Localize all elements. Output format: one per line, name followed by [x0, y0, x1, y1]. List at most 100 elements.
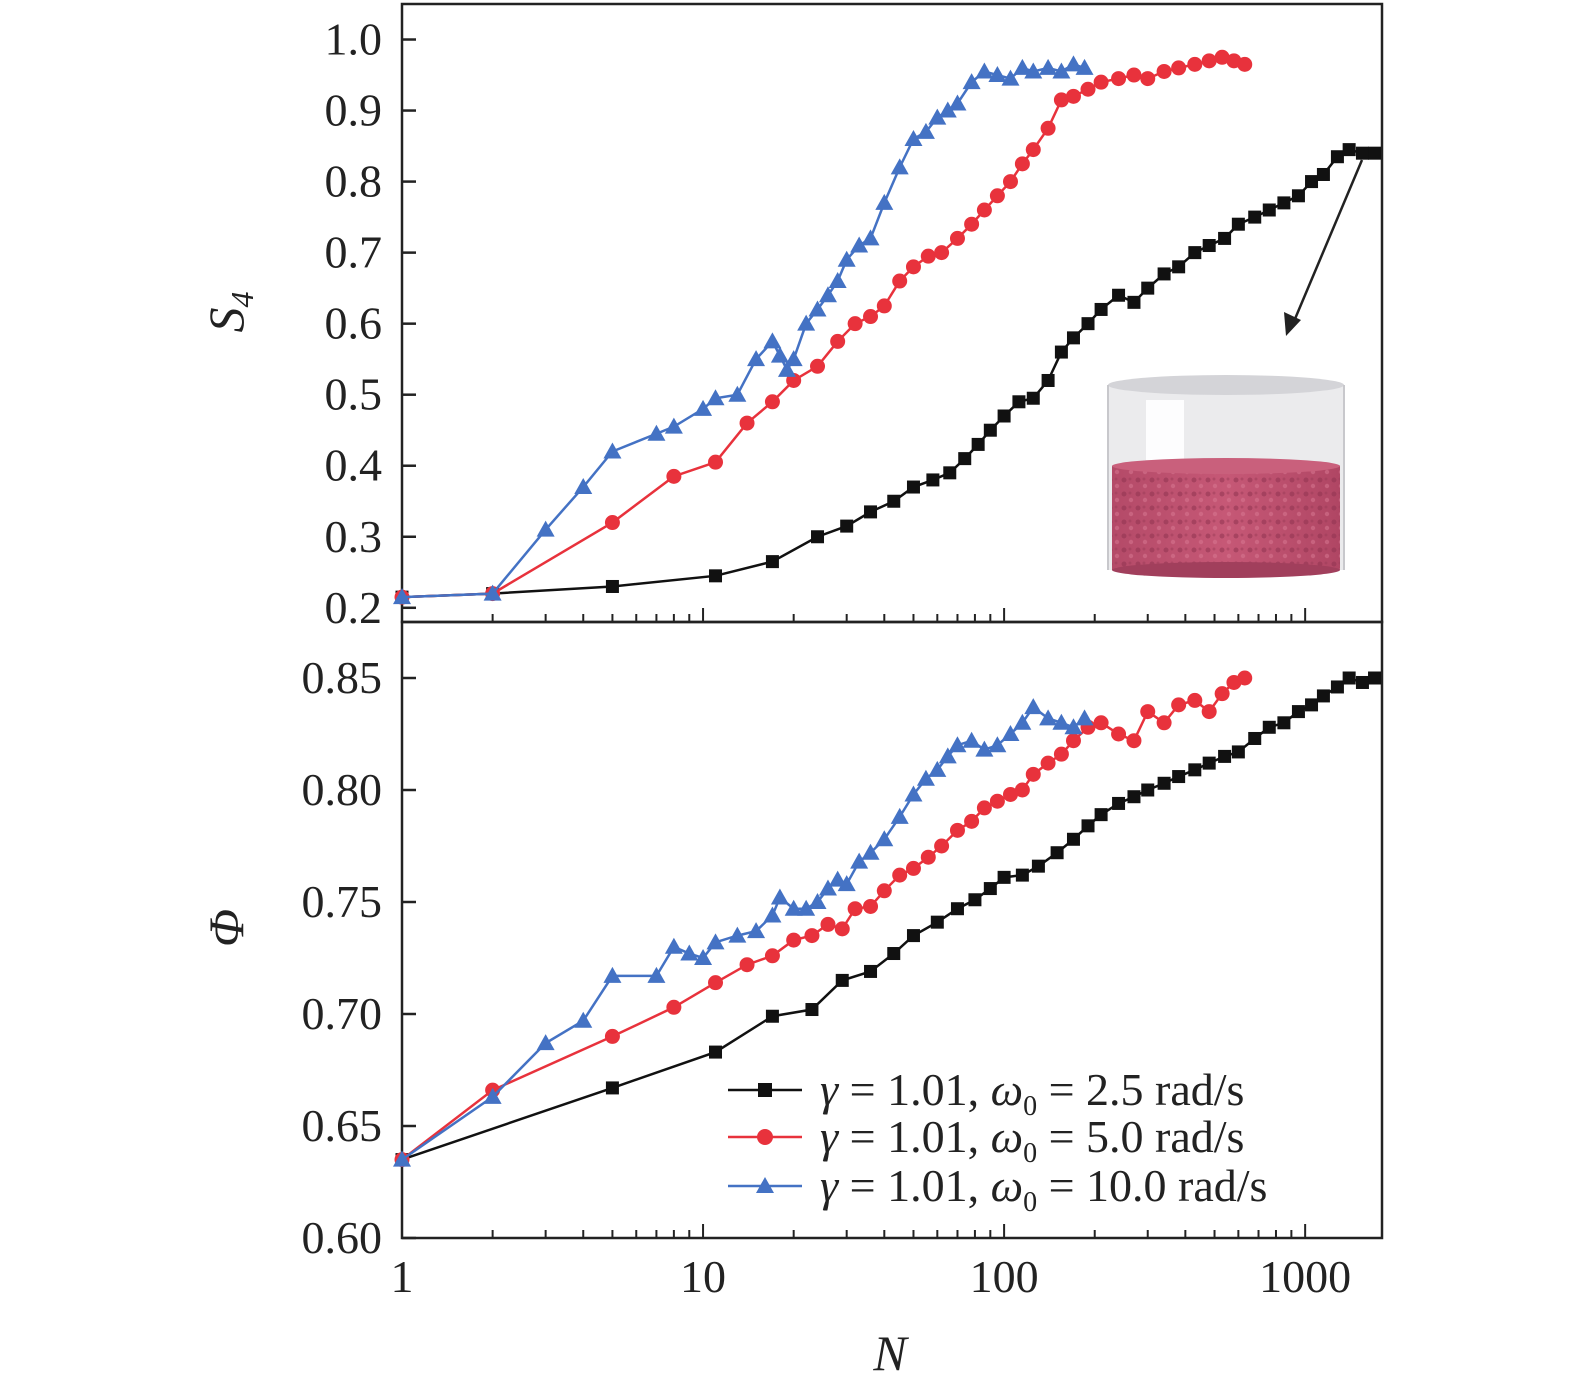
data-point	[709, 569, 723, 583]
x-axis-label: N	[872, 1325, 909, 1381]
data-point	[1187, 692, 1203, 708]
svg-text:γ = 1.01, ω0 = 10.0 rad/s: γ = 1.01, ω0 = 10.0 rad/s	[820, 1160, 1267, 1218]
data-point	[1248, 210, 1262, 224]
data-point	[765, 555, 779, 569]
data-point	[1140, 71, 1156, 87]
data-point	[938, 101, 957, 118]
data-point	[393, 1150, 411, 1167]
data-point	[536, 520, 555, 537]
data-point	[1081, 317, 1095, 331]
data-point	[1031, 859, 1045, 873]
data-point	[1188, 763, 1202, 777]
data-point	[1172, 260, 1186, 274]
data-point	[1075, 709, 1094, 726]
data-point	[830, 333, 846, 349]
series-triangle	[393, 698, 1094, 1167]
data-point	[975, 62, 994, 79]
data-point	[1024, 62, 1043, 79]
data-point	[983, 423, 997, 437]
data-point	[574, 1011, 593, 1028]
data-point	[850, 852, 869, 869]
data-point	[916, 122, 935, 139]
y-tick-label: 0.9	[325, 85, 383, 136]
legend: γ = 1.01, ω0 = 2.5 rad/s γ = 1.01, ω0 = …	[728, 1064, 1267, 1218]
bottom-axes: 0.60 0.65 0.70 0.75 0.80 0.85 1 10 100 1000	[302, 652, 1352, 1302]
data-point	[837, 250, 856, 267]
data-point	[1231, 745, 1245, 759]
data-point	[906, 929, 920, 943]
data-point	[764, 394, 780, 410]
data-point	[1093, 74, 1109, 90]
data-point	[483, 584, 502, 601]
data-point	[930, 915, 944, 929]
data-point	[603, 442, 622, 459]
data-point	[928, 108, 947, 125]
data-point	[1112, 796, 1126, 810]
data-point	[1025, 142, 1041, 158]
data-point	[861, 229, 880, 246]
y-tick-label: 0.7	[325, 227, 383, 278]
bottom-series-layer	[393, 670, 1382, 1168]
data-point	[763, 906, 782, 923]
data-point	[906, 480, 920, 494]
data-point	[804, 928, 820, 944]
data-point	[1013, 713, 1032, 730]
data-point	[926, 473, 940, 487]
data-point	[1127, 790, 1141, 804]
data-point	[1094, 808, 1108, 822]
data-point	[1156, 63, 1172, 79]
y-tick-label: 0.2	[325, 582, 383, 633]
data-point	[680, 944, 699, 961]
data-point	[887, 947, 901, 961]
data-point	[1305, 175, 1319, 189]
data-point	[875, 830, 894, 847]
data-point	[934, 245, 950, 261]
data-point	[975, 740, 994, 757]
data-point	[664, 937, 683, 954]
data-point	[1001, 69, 1020, 86]
data-point	[1075, 58, 1094, 75]
data-point	[1214, 686, 1230, 702]
data-point	[1171, 697, 1187, 713]
data-point	[1066, 832, 1080, 846]
data-point	[840, 519, 854, 533]
data-point	[1342, 143, 1356, 157]
data-point	[861, 843, 880, 860]
data-point	[797, 314, 816, 331]
data-point	[1039, 58, 1058, 75]
top-panel: 0.2 0.3 0.4 0.5 0.6 0.7 0.8 0.9 1.0	[325, 2, 1384, 633]
data-point	[1127, 295, 1141, 309]
data-point	[393, 588, 411, 605]
x-tick-label: 1000	[1259, 1251, 1351, 1302]
y-tick-label: 0.65	[302, 1100, 383, 1151]
data-point	[1188, 246, 1202, 260]
data-point	[1316, 689, 1330, 703]
data-point	[989, 793, 1005, 809]
data-point	[1214, 49, 1230, 65]
data-point	[1201, 53, 1217, 69]
data-point	[739, 957, 755, 973]
data-point	[1053, 92, 1069, 108]
data-point	[1291, 705, 1305, 719]
legend-entry-omega-2-5: γ = 1.01, ω0 = 2.5 rad/s	[728, 1064, 1244, 1122]
data-point	[916, 769, 935, 786]
data-point	[1157, 267, 1171, 281]
data-point	[904, 785, 923, 802]
data-point	[876, 298, 892, 314]
data-point	[728, 385, 747, 402]
data-point	[964, 813, 980, 829]
data-point	[887, 494, 901, 508]
data-point	[847, 316, 863, 332]
data-point	[1080, 81, 1096, 97]
data-point	[976, 202, 992, 218]
data-point	[1156, 715, 1172, 731]
data-point	[1231, 217, 1245, 231]
data-point	[605, 579, 619, 593]
data-point	[708, 975, 724, 991]
data-point	[1093, 715, 1109, 731]
data-point	[1330, 150, 1344, 164]
data-point	[1237, 670, 1253, 686]
data-point	[890, 158, 909, 175]
data-point	[864, 964, 878, 978]
data-point	[765, 1009, 779, 1023]
